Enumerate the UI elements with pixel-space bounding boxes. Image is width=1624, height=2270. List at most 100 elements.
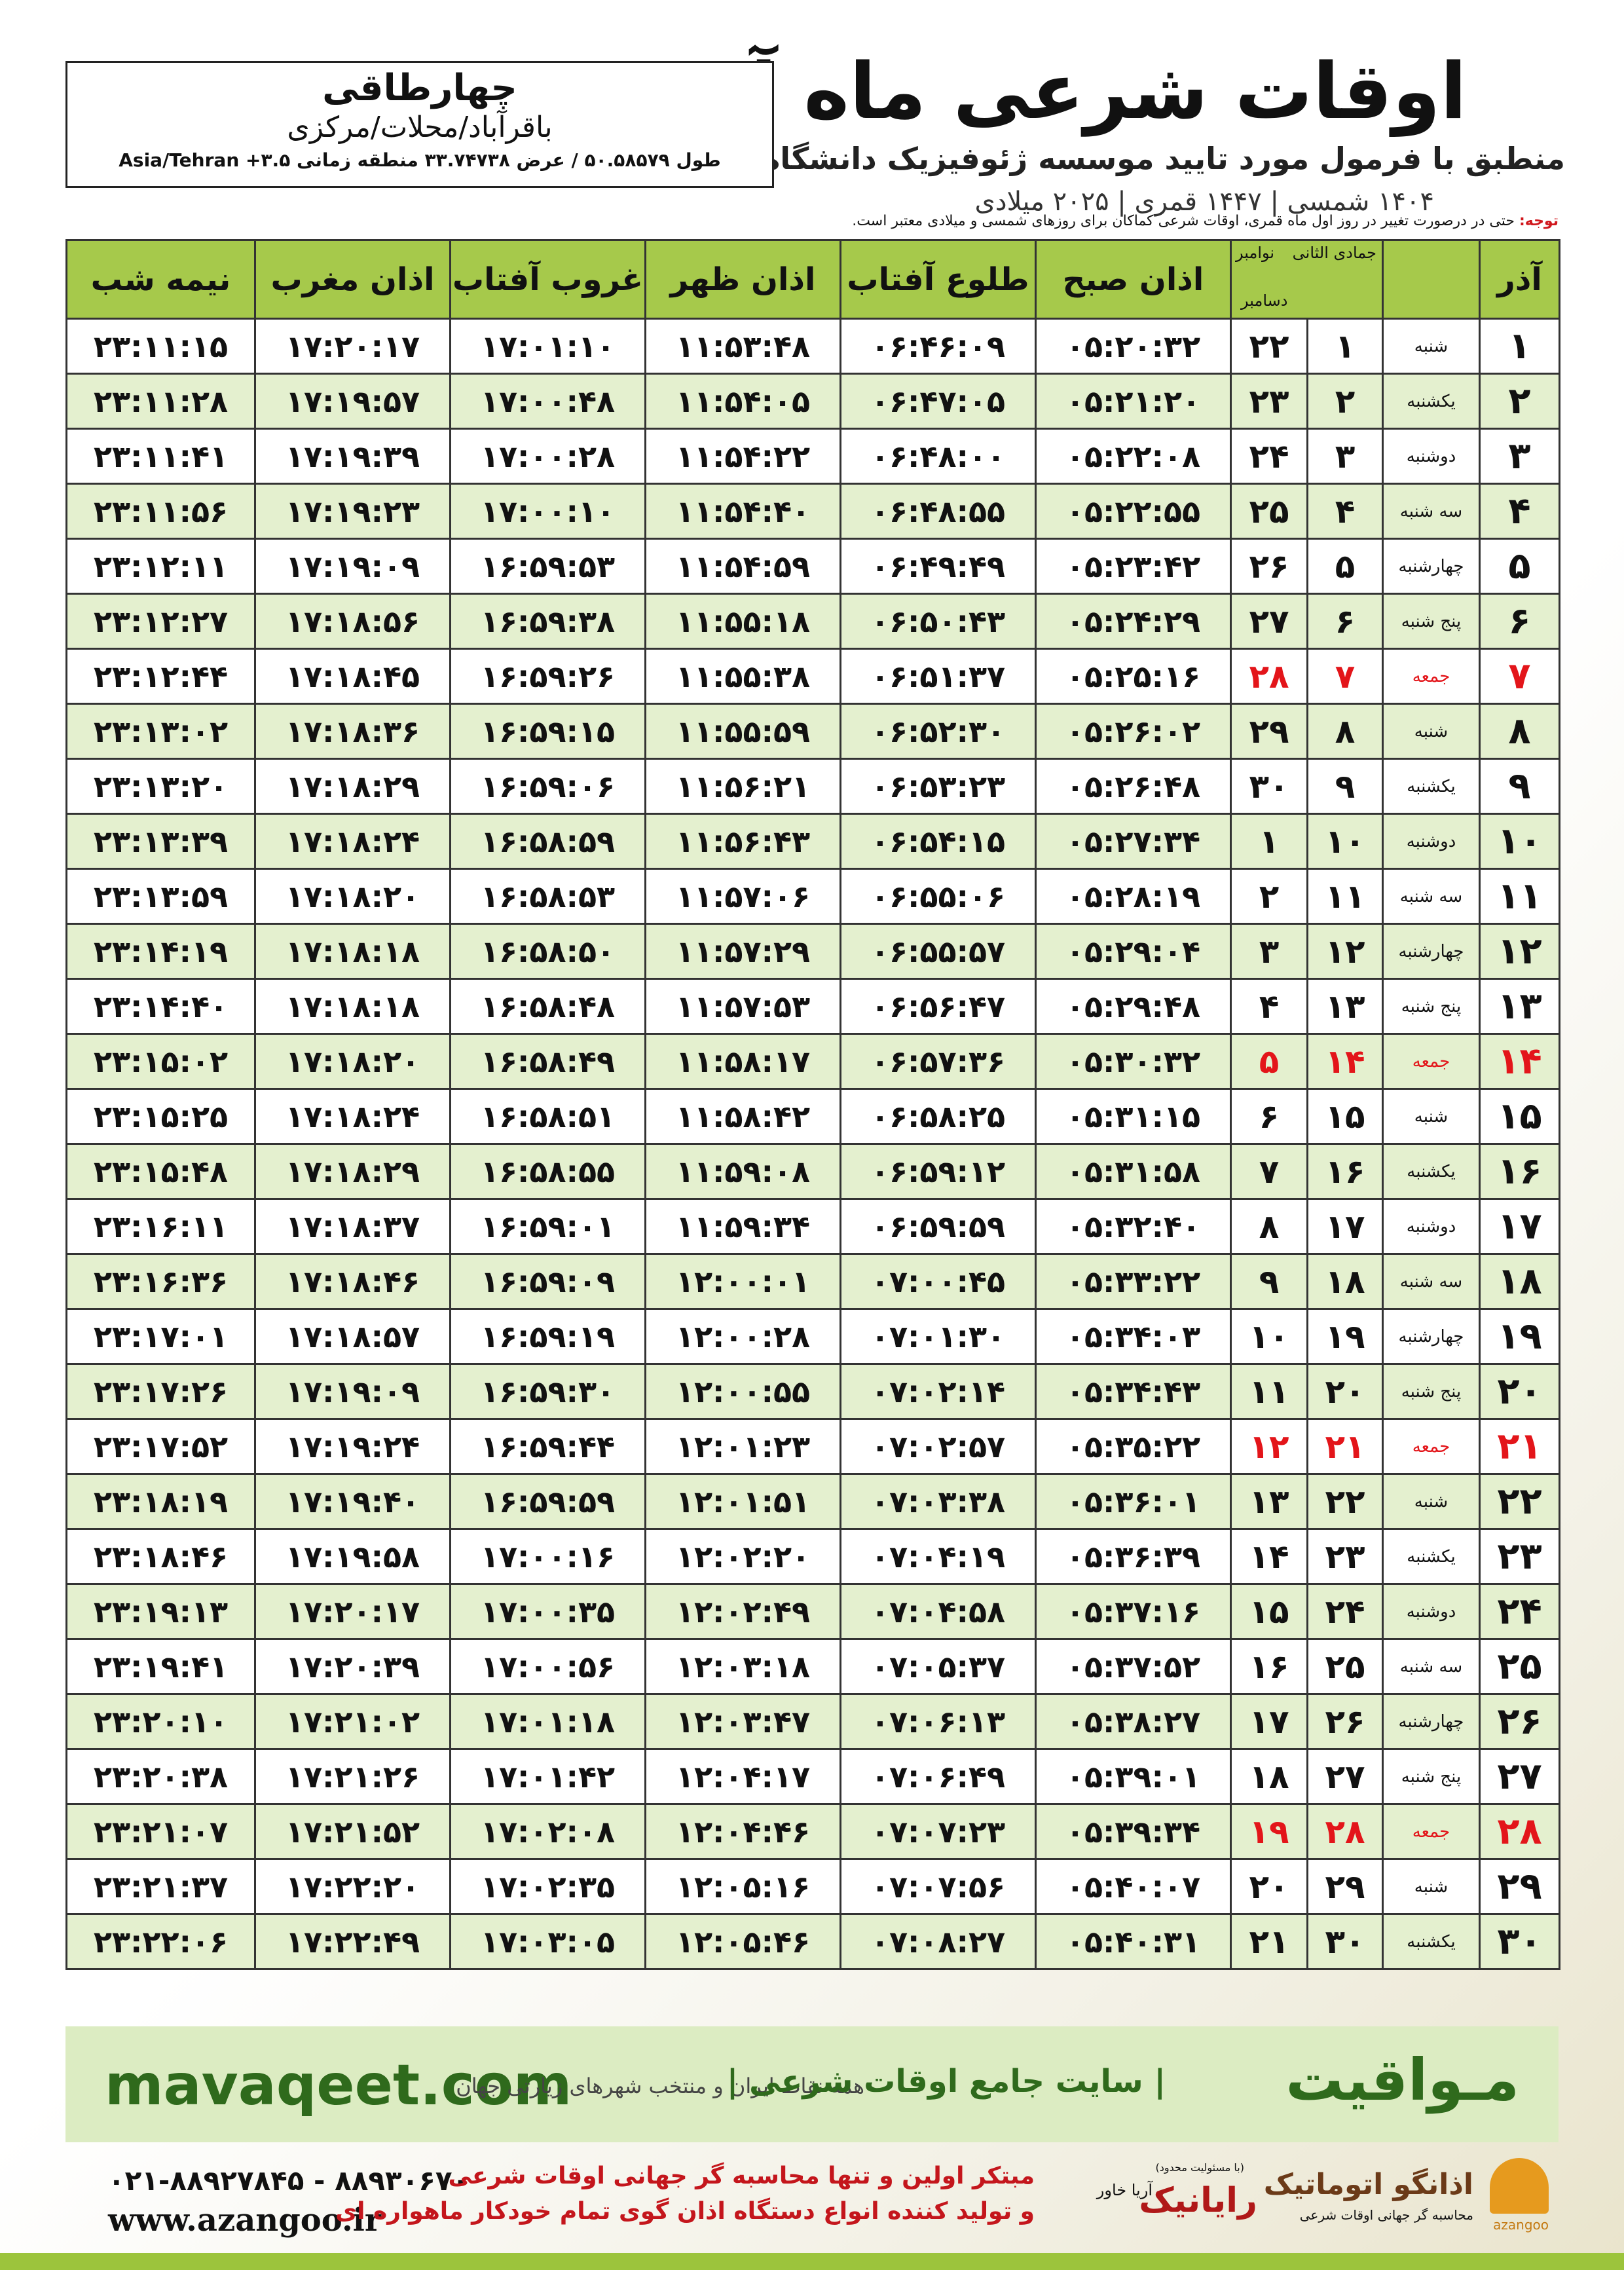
greg-day: ۲۵ — [1230, 483, 1308, 540]
weekday: پنج شنبه — [1382, 1748, 1481, 1805]
sunset: ۱۶:۵۸:۵۹ — [449, 813, 646, 870]
table-row: ۱۸ سه شنبه ۱۸ ۹ ۰۵:۳۳:۲۲ ۰۷:۰۰:۴۵ ۱۲:۰۰:۰۱ ۱۶:۵… — [65, 1253, 1560, 1310]
sunrise: ۰۷:۰۶:۴۹ — [840, 1748, 1037, 1805]
sunset: ۱۷:۰۱:۱۸ — [449, 1693, 646, 1750]
header-calendars: جمادی الثانی نوامبر دسامبر — [1230, 239, 1384, 320]
header-greg-month: نوامبر — [1236, 244, 1275, 262]
location-coords: طول ۵۰.۵۸۵۷۹ / عرض ۳۳.۷۴۷۳۸ منطقه زمانی … — [119, 149, 721, 171]
maghrib: ۱۷:۱۸:۱۸ — [254, 978, 451, 1035]
table-row: ۲۲ شنبه ۲۲ ۱۳ ۰۵:۳۶:۰۱ ۰۷:۰۳:۳۸ ۱۲:۰۱:۵۱ ۱۶:۵۹:… — [65, 1473, 1560, 1530]
banner-url[interactable]: mavaqeet.com — [105, 2053, 572, 2118]
dhuhr: ۱۲:۰۱:۵۱ — [644, 1473, 841, 1530]
day-number: ۱۴ — [1479, 1033, 1560, 1090]
fajr: ۰۵:۳۴:۴۳ — [1035, 1363, 1232, 1420]
dhuhr: ۱۲:۰۱:۲۳ — [644, 1418, 841, 1475]
sunset: ۱۶:۵۸:۴۸ — [449, 978, 646, 1035]
day-number: ۱۱ — [1479, 868, 1560, 925]
dhuhr: ۱۲:۰۴:۱۷ — [644, 1748, 841, 1805]
sunset: ۱۶:۵۹:۳۸ — [449, 593, 646, 650]
dhuhr: ۱۱:۵۷:۲۹ — [644, 923, 841, 980]
greg-day: ۱۷ — [1230, 1693, 1308, 1750]
sunset: ۱۶:۵۹:۴۴ — [449, 1418, 646, 1475]
day-number: ۲۶ — [1479, 1693, 1560, 1750]
fajr: ۰۵:۲۹:۰۴ — [1035, 923, 1232, 980]
sunset: ۱۶:۵۹:۰۱ — [449, 1198, 646, 1255]
weekday: چهارشنبه — [1382, 923, 1481, 980]
location-region: باقرآباد/محلات/مرکزی — [287, 111, 553, 144]
hijri-day: ۱۹ — [1306, 1308, 1384, 1365]
weekday: جمعه — [1382, 1803, 1481, 1860]
greg-day: ۲۴ — [1230, 428, 1308, 485]
greg-day: ۲ — [1230, 868, 1308, 925]
sunrise: ۰۶:۵۷:۳۶ — [840, 1033, 1037, 1090]
weekday: پنج شنبه — [1382, 978, 1481, 1035]
dhuhr: ۱۲:۰۰:۵۵ — [644, 1363, 841, 1420]
midnight: ۲۳:۲۰:۱۰ — [65, 1693, 256, 1750]
hijri-day: ۱۷ — [1306, 1198, 1384, 1255]
sunrise: ۰۶:۴۶:۰۹ — [840, 318, 1037, 375]
fajr: ۰۵:۳۹:۰۱ — [1035, 1748, 1232, 1805]
hijri-day: ۲۴ — [1306, 1583, 1384, 1640]
table-row: ۲۹ شنبه ۲۹ ۲۰ ۰۵:۴۰:۰۷ ۰۷:۰۷:۵۶ ۱۲:۰۵:۱۶ ۱۷:۰۲:… — [65, 1858, 1560, 1915]
day-number: ۶ — [1479, 593, 1560, 650]
hijri-day: ۲۰ — [1306, 1363, 1384, 1420]
sunrise: ۰۶:۵۹:۱۲ — [840, 1143, 1037, 1200]
dhuhr: ۱۱:۵۵:۵۹ — [644, 703, 841, 760]
greg-day: ۱۰ — [1230, 1308, 1308, 1365]
sunrise: ۰۷:۰۴:۱۹ — [840, 1528, 1037, 1585]
dhuhr: ۱۲:۰۴:۴۶ — [644, 1803, 841, 1860]
fajr: ۰۵:۲۷:۳۴ — [1035, 813, 1232, 870]
maghrib: ۱۷:۱۸:۳۶ — [254, 703, 451, 760]
table-row: ۵ چهارشنبه ۵ ۲۶ ۰۵:۲۳:۴۲ ۰۶:۴۹:۴۹ ۱۱:۵۴:۵۹ ۱۶:۵… — [65, 538, 1560, 595]
maghrib: ۱۷:۱۸:۲۴ — [254, 813, 451, 870]
dhuhr: ۱۱:۵۴:۰۵ — [644, 373, 841, 430]
day-number: ۱۷ — [1479, 1198, 1560, 1255]
sunrise: ۰۶:۵۴:۱۵ — [840, 813, 1037, 870]
weekday: دوشنبه — [1382, 1583, 1481, 1640]
fajr: ۰۵:۳۸:۲۷ — [1035, 1693, 1232, 1750]
website[interactable]: www.azangoo.ir — [108, 2202, 382, 2239]
greg-day: ۱۴ — [1230, 1528, 1308, 1585]
fajr: ۰۵:۴۰:۳۱ — [1035, 1913, 1232, 1970]
table-row: ۱۷ دوشنبه ۱۷ ۸ ۰۵:۳۲:۴۰ ۰۶:۵۹:۵۹ ۱۱:۵۹:۳۴ ۱۶:۵۹… — [65, 1198, 1560, 1255]
midnight: ۲۳:۱۸:۴۶ — [65, 1528, 256, 1585]
sunrise: ۰۶:۴۸:۰۰ — [840, 428, 1037, 485]
sunrise: ۰۶:۵۳:۲۳ — [840, 758, 1037, 815]
hijri-day: ۶ — [1306, 593, 1384, 650]
maghrib: ۱۷:۱۸:۴۵ — [254, 648, 451, 705]
note-text: حتی در درصورت تغییر در روز اول ماه قمری،… — [852, 213, 1515, 229]
fajr: ۰۵:۳۶:۳۹ — [1035, 1528, 1232, 1585]
midnight: ۲۳:۱۶:۱۱ — [65, 1198, 256, 1255]
hijri-day: ۲۳ — [1306, 1528, 1384, 1585]
sunrise: ۰۷:۰۱:۳۰ — [840, 1308, 1037, 1365]
greg-day: ۶ — [1230, 1088, 1308, 1145]
fajr: ۰۵:۲۳:۴۲ — [1035, 538, 1232, 595]
weekday: چهارشنبه — [1382, 1308, 1481, 1365]
dhuhr: ۱۲:۰۳:۱۸ — [644, 1638, 841, 1695]
fajr: ۰۵:۲۲:۵۵ — [1035, 483, 1232, 540]
weekday: دوشنبه — [1382, 813, 1481, 870]
hijri-day: ۱۳ — [1306, 978, 1384, 1035]
table-row: ۲۸ جمعه ۲۸ ۱۹ ۰۵:۳۹:۳۴ ۰۷:۰۷:۲۳ ۱۲:۰۴:۴۶ ۱۷:۰۲:… — [65, 1803, 1560, 1860]
hijri-day: ۲ — [1306, 373, 1384, 430]
greg-day: ۲۱ — [1230, 1913, 1308, 1970]
day-number: ۳۰ — [1479, 1913, 1560, 1970]
midnight: ۲۳:۱۱:۵۶ — [65, 483, 256, 540]
dhuhr: ۱۲:۰۲:۲۰ — [644, 1528, 841, 1585]
maghrib: ۱۷:۲۰:۳۹ — [254, 1638, 451, 1695]
fajr: ۰۵:۳۰:۳۲ — [1035, 1033, 1232, 1090]
table-row: ۲۵ سه شنبه ۲۵ ۱۶ ۰۵:۳۷:۵۲ ۰۷:۰۵:۳۷ ۱۲:۰۳:۱۸ ۱۷:… — [65, 1638, 1560, 1695]
sunset: ۱۶:۵۹:۰۶ — [449, 758, 646, 815]
sunset: ۱۷:۰۲:۳۵ — [449, 1858, 646, 1915]
table-row: ۲۳ یکشنبه ۲۳ ۱۴ ۰۵:۳۶:۳۹ ۰۷:۰۴:۱۹ ۱۲:۰۲:۲۰ ۱۷:۰… — [65, 1528, 1560, 1585]
table-row: ۱۹ چهارشنبه ۱۹ ۱۰ ۰۵:۳۴:۰۳ ۰۷:۰۱:۳۰ ۱۲:۰۰:۲۸ ۱۶… — [65, 1308, 1560, 1365]
sunset: ۱۶:۵۹:۳۰ — [449, 1363, 646, 1420]
dhuhr: ۱۲:۰۰:۲۸ — [644, 1308, 841, 1365]
maghrib: ۱۷:۱۹:۲۳ — [254, 483, 451, 540]
weekday: شنبه — [1382, 318, 1481, 375]
weekday: یکشنبه — [1382, 1143, 1481, 1200]
maghrib: ۱۷:۱۹:۳۹ — [254, 428, 451, 485]
fajr: ۰۵:۲۵:۱۶ — [1035, 648, 1232, 705]
greg-day: ۱۵ — [1230, 1583, 1308, 1640]
maghrib: ۱۷:۱۸:۱۸ — [254, 923, 451, 980]
